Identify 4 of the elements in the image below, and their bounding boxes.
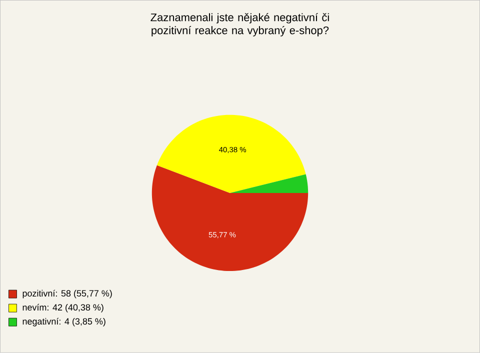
legend-label: nevím: 42 (40,38 %) [22, 304, 104, 312]
legend-label: pozitivní: 58 (55,77 %) [22, 290, 112, 298]
chart-title: Zaznamenali jste nějaké negativní či pozitivní reakce na vybraný e-shop? [150, 13, 329, 36]
legend-label: negativní: 4 (3,85 %) [22, 318, 106, 326]
